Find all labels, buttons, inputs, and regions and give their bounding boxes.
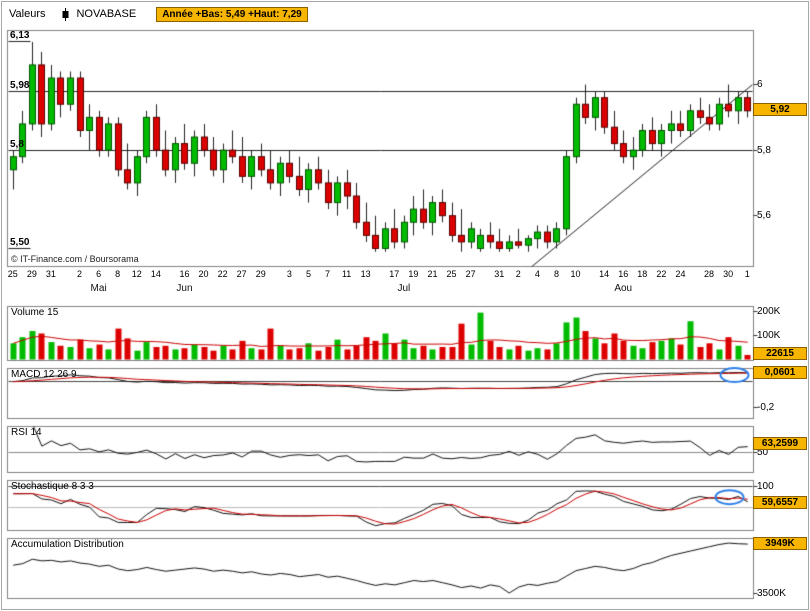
instrument-name[interactable]: NOVABASE: [76, 8, 137, 20]
chart-header: Valeurs NOVABASE Année +Bas: 5,49 +Haut:…: [9, 6, 308, 22]
year-range-badge: Année +Bas: 5,49 +Haut: 7,29: [156, 6, 308, 22]
macd-value-badge: 0,0601: [753, 366, 807, 379]
volume-value-badge: 22615: [753, 347, 807, 360]
values-label: Valeurs: [9, 8, 46, 20]
accumulation-distribution-value-badge: 3949K: [753, 537, 807, 550]
stochastic-value-badge: 59,6557: [753, 496, 807, 509]
last-price-value-badge: 5,92: [753, 103, 807, 116]
candlestick-icon: [61, 7, 70, 21]
rsi-value-badge: 63,2599: [753, 437, 807, 450]
